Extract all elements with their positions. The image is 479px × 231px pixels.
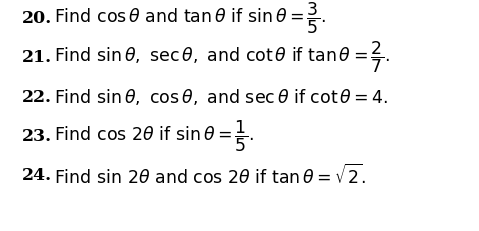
Text: $\mathrm{Find\ sin}\,\theta,\ \mathrm{sec}\,\theta,\ \mathrm{and\ cot}\,\theta\ : $\mathrm{Find\ sin}\,\theta,\ \mathrm{se… — [54, 40, 390, 75]
Text: 24.: 24. — [22, 167, 52, 184]
Text: 21.: 21. — [22, 49, 52, 66]
Text: 22.: 22. — [22, 88, 52, 105]
Text: $\mathrm{Find\ sin}\,\theta,\ \mathrm{cos}\,\theta,\ \mathrm{and\ sec}\,\theta\ : $\mathrm{Find\ sin}\,\theta,\ \mathrm{co… — [54, 87, 388, 106]
Text: 23.: 23. — [22, 128, 52, 144]
Text: $\mathrm{Find\ cos\ 2}\theta\ \mathrm{if\ sin}\,\theta = \dfrac{1}{5}.$: $\mathrm{Find\ cos\ 2}\theta\ \mathrm{if… — [54, 118, 254, 154]
Text: 20.: 20. — [22, 9, 52, 26]
Text: $\mathrm{Find\ sin\ 2}\theta\ \mathrm{and\ cos\ 2}\theta\ \mathrm{if\ tan}\,\the: $\mathrm{Find\ sin\ 2}\theta\ \mathrm{an… — [54, 163, 366, 187]
Text: $\mathrm{Find\ cos}\,\theta\ \mathrm{and\ tan}\,\theta\ \mathrm{if\ sin}\,\theta: $\mathrm{Find\ cos}\,\theta\ \mathrm{and… — [54, 0, 326, 36]
